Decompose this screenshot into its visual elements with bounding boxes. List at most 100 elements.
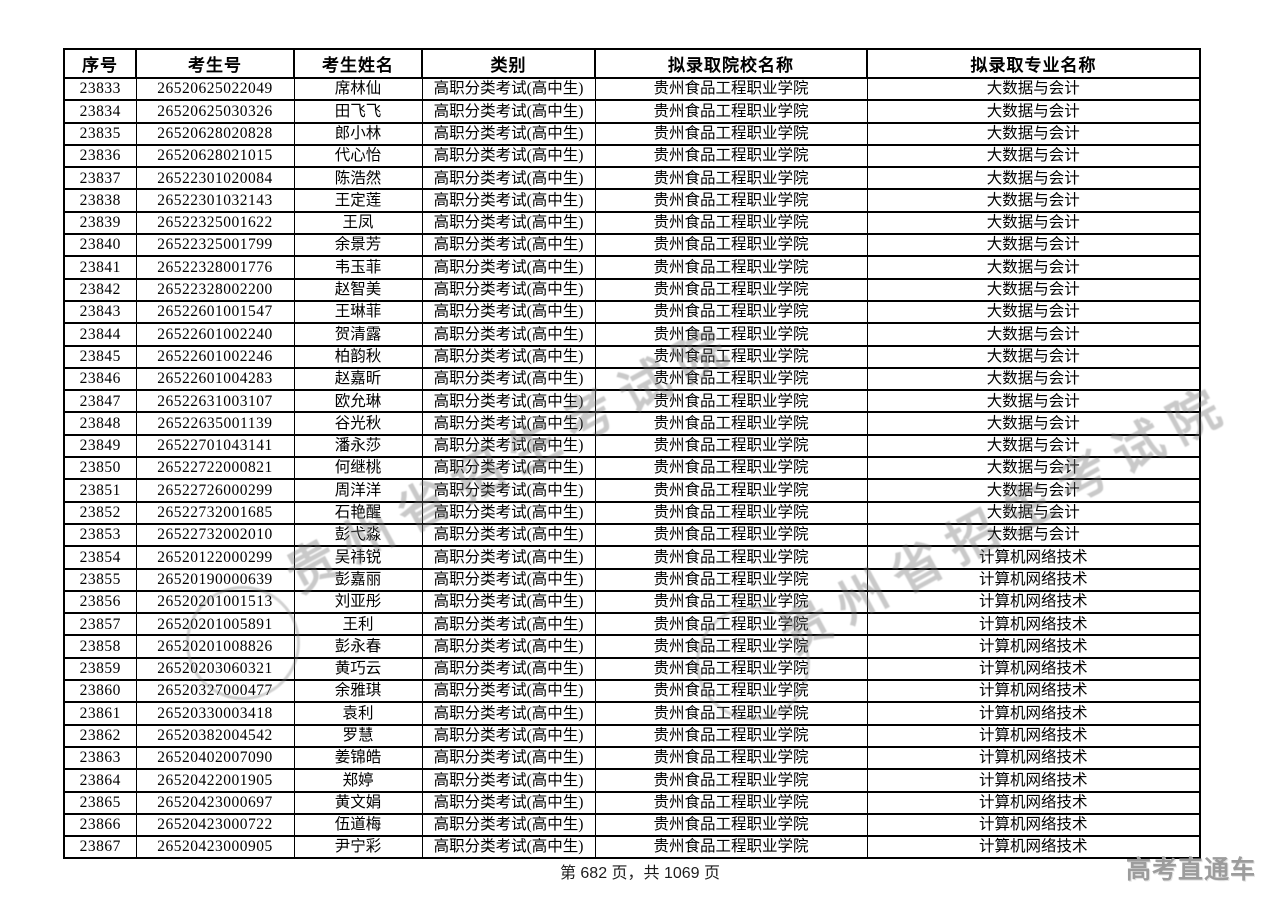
cell-category: 高职分类考试(高中生) xyxy=(421,478,596,503)
cell-major: 大数据与会计 xyxy=(866,433,1201,459)
cell-category: 高职分类考试(高中生) xyxy=(421,679,596,704)
table-body: 23833 26520625022049 席林仙 高职分类考试(高中生) 贵州食品工程职… xyxy=(63,76,1201,860)
cell-category: 高职分类考试(高中生) xyxy=(421,255,596,280)
cell-candidate-no: 26522726000299 xyxy=(135,478,295,503)
table-row: 23850 26522722000821 何继桃 高职分类考试(高中生) 贵州食品工程职… xyxy=(63,456,1201,481)
cell-category: 高职分类考试(高中生) xyxy=(421,366,596,392)
cell-category: 高职分类考试(高中生) xyxy=(421,233,596,258)
table-row: 23834 26520625030326 田飞飞 高职分类考试(高中生) 贵州食品工程职… xyxy=(63,99,1201,124)
cell-name: 彭嘉丽 xyxy=(293,567,423,592)
cell-category: 高职分类考试(高中生) xyxy=(421,456,596,481)
cell-name: 田飞飞 xyxy=(293,99,423,124)
cell-candidate-no: 26522301032143 xyxy=(135,188,295,213)
cell-name: 袁利 xyxy=(293,701,423,726)
cell-college: 贵州食品工程职业学院 xyxy=(594,166,868,191)
cell-serial: 23861 xyxy=(63,701,137,726)
cell-category: 高职分类考试(高中生) xyxy=(421,143,596,169)
cell-major: 大数据与会计 xyxy=(866,522,1201,548)
table-row: 23847 26522631003107 欧允琳 高职分类考试(高中生) 贵州食品工程职… xyxy=(63,389,1201,414)
cell-serial: 23849 xyxy=(63,433,137,459)
cell-major: 计算机网络技术 xyxy=(866,567,1201,592)
cell-category: 高职分类考试(高中生) xyxy=(421,322,596,347)
cell-candidate-no: 26520201005891 xyxy=(135,612,295,637)
cell-major: 计算机网络技术 xyxy=(866,723,1201,748)
cell-name: 王凤 xyxy=(293,210,423,236)
cell-serial: 23833 xyxy=(63,76,137,102)
page-number-text: 第 682 页，共 1069 页 xyxy=(559,865,721,882)
cell-name: 姜锦皓 xyxy=(293,745,423,771)
cell-serial: 23858 xyxy=(63,634,137,659)
cell-serial: 23854 xyxy=(63,545,137,570)
cell-college: 贵州食品工程职业学院 xyxy=(594,277,868,302)
cell-candidate-no: 26520122000299 xyxy=(135,545,295,570)
table-row: 23857 26520201005891 王利 高职分类考试(高中生) 贵州食品工程职业… xyxy=(63,612,1201,637)
cell-major: 计算机网络技术 xyxy=(866,612,1201,637)
cell-candidate-no: 26522325001799 xyxy=(135,233,295,258)
cell-major: 大数据与会计 xyxy=(866,277,1201,302)
table-row: 23842 26522328002200 赵智美 高职分类考试(高中生) 贵州食品工程职… xyxy=(63,277,1201,302)
table-row: 23855 26520190000639 彭嘉丽 高职分类考试(高中生) 贵州食品工程职… xyxy=(63,567,1201,592)
cell-college: 贵州食品工程职业学院 xyxy=(594,233,868,258)
cell-college: 贵州食品工程职业学院 xyxy=(594,188,868,213)
cell-major: 大数据与会计 xyxy=(866,500,1201,525)
cell-serial: 23846 xyxy=(63,366,137,392)
cell-serial: 23852 xyxy=(63,500,137,525)
cell-category: 高职分类考试(高中生) xyxy=(421,612,596,637)
cell-category: 高职分类考试(高中生) xyxy=(421,411,596,436)
cell-major: 大数据与会计 xyxy=(866,210,1201,236)
table-row: 23852 26522732001685 石艳醒 高职分类考试(高中生) 贵州食品工程职… xyxy=(63,500,1201,525)
cell-college: 贵州食品工程职业学院 xyxy=(594,433,868,459)
table-row: 23848 26522635001139 谷光秋 高职分类考试(高中生) 贵州食品工程职… xyxy=(63,411,1201,436)
cell-serial: 23839 xyxy=(63,210,137,236)
cell-name: 潘永莎 xyxy=(293,433,423,459)
cell-category: 高职分类考试(高中生) xyxy=(421,634,596,659)
cell-name: 郎小林 xyxy=(293,121,423,146)
cell-category: 高职分类考试(高中生) xyxy=(421,589,596,615)
cell-major: 计算机网络技术 xyxy=(866,835,1201,860)
table-row: 23862 26520382004542 罗慧 高职分类考试(高中生) 贵州食品工程职业… xyxy=(63,723,1201,748)
table-row: 23856 26520201001513 刘亚彤 高职分类考试(高中生) 贵州食品工程职… xyxy=(63,589,1201,615)
cell-name: 欧允琳 xyxy=(293,389,423,414)
cell-college: 贵州食品工程职业学院 xyxy=(594,389,868,414)
cell-serial: 23836 xyxy=(63,143,137,169)
cell-serial: 23859 xyxy=(63,656,137,682)
table-row: 23845 26522601002246 柏韵秋 高职分类考试(高中生) 贵州食品工程职… xyxy=(63,344,1201,369)
cell-serial: 23844 xyxy=(63,322,137,347)
table-row: 23838 26522301032143 王定莲 高职分类考试(高中生) 贵州食品工程职… xyxy=(63,188,1201,213)
cell-serial: 23840 xyxy=(63,233,137,258)
cell-name: 黄巧云 xyxy=(293,656,423,682)
cell-category: 高职分类考试(高中生) xyxy=(421,835,596,860)
cell-serial: 23866 xyxy=(63,812,137,838)
cell-college: 贵州食品工程职业学院 xyxy=(594,812,868,838)
cell-category: 高职分类考试(高中生) xyxy=(421,188,596,213)
cell-category: 高职分类考试(高中生) xyxy=(421,701,596,726)
brand-watermark-text: 高考直通车 xyxy=(1126,856,1257,884)
cell-category: 高职分类考试(高中生) xyxy=(421,166,596,191)
cell-name: 尹宁彩 xyxy=(293,835,423,860)
cell-major: 计算机网络技术 xyxy=(866,634,1201,659)
header-row: 序号 考生号 考生姓名 类别 拟录取院校名称 拟录取专业名称 xyxy=(63,48,1201,79)
cell-category: 高职分类考试(高中生) xyxy=(421,812,596,838)
cell-major: 计算机网络技术 xyxy=(866,745,1201,771)
cell-candidate-no: 26520625022049 xyxy=(135,76,295,102)
cell-college: 贵州食品工程职业学院 xyxy=(594,143,868,169)
cell-category: 高职分类考试(高中生) xyxy=(421,545,596,570)
cell-major: 大数据与会计 xyxy=(866,143,1201,169)
cell-candidate-no: 26520625030326 xyxy=(135,99,295,124)
cell-college: 贵州食品工程职业学院 xyxy=(594,745,868,771)
cell-college: 贵州食品工程职业学院 xyxy=(594,255,868,280)
cell-candidate-no: 26520423000722 xyxy=(135,812,295,838)
cell-serial: 23855 xyxy=(63,567,137,592)
cell-serial: 23853 xyxy=(63,522,137,548)
cell-candidate-no: 26520628021015 xyxy=(135,143,295,169)
cell-major: 大数据与会计 xyxy=(866,188,1201,213)
cell-major: 大数据与会计 xyxy=(866,233,1201,258)
cell-category: 高职分类考试(高中生) xyxy=(421,522,596,548)
table-row: 23835 26520628020828 郎小林 高职分类考试(高中生) 贵州食品工程职… xyxy=(63,121,1201,146)
table-row: 23851 26522726000299 周洋洋 高职分类考试(高中生) 贵州食品工程职… xyxy=(63,478,1201,503)
col-header-serial: 序号 xyxy=(63,48,137,79)
cell-category: 高职分类考试(高中生) xyxy=(421,277,596,302)
cell-college: 贵州食品工程职业学院 xyxy=(594,634,868,659)
cell-major: 大数据与会计 xyxy=(866,389,1201,414)
cell-major: 大数据与会计 xyxy=(866,299,1201,325)
